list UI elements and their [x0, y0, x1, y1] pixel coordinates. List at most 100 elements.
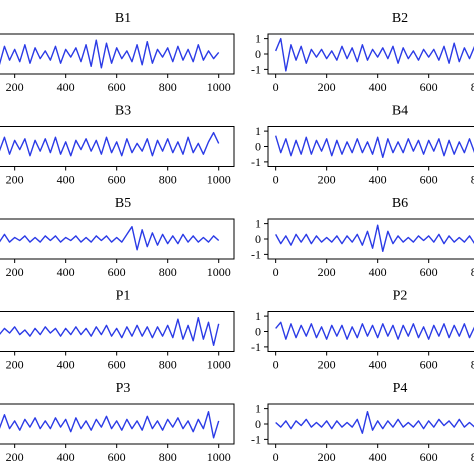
- x-tick-label: 800: [159, 265, 177, 279]
- y-tick-label: -1: [251, 247, 261, 261]
- x-tick-label: 800: [159, 450, 177, 464]
- plot-frame: [267, 311, 474, 352]
- x-tick-label: 600: [420, 450, 438, 464]
- x-tick-label: 400: [369, 265, 387, 279]
- x-tick-label: 600: [108, 450, 126, 464]
- x-tick-label: 200: [318, 358, 336, 372]
- x-tick-label: 600: [108, 358, 126, 372]
- x-tick-label: 1000: [207, 265, 231, 279]
- y-tick-label: 1: [255, 309, 261, 323]
- subplot-title: B1: [115, 11, 131, 26]
- subplot-title: P2: [393, 289, 408, 304]
- signal-line: [275, 410, 474, 434]
- x-tick-label: 400: [369, 450, 387, 464]
- x-tick-label: 1000: [207, 173, 231, 187]
- y-tick-label: 0: [255, 417, 261, 431]
- y-tick-label: -1: [251, 62, 261, 76]
- x-tick-label: 400: [57, 450, 75, 464]
- y-tick-label: 0: [255, 47, 261, 61]
- subplot-title: B2: [392, 11, 408, 26]
- x-tick-label: 600: [108, 80, 126, 94]
- subplot-title: B5: [115, 196, 131, 211]
- plot-frame: [0, 126, 235, 167]
- subplot: B5 200 400 600 800 1000: [0, 196, 235, 279]
- subplot: B3 200 400 600 800 1000: [0, 104, 235, 187]
- subplot: P1 200 400 600 800 1000: [0, 289, 235, 372]
- y-tick-label: 1: [255, 124, 261, 138]
- x-tick-label: 800: [471, 450, 474, 464]
- subplot: B40200400600800-101: [251, 104, 474, 187]
- x-tick-label: 400: [369, 173, 387, 187]
- x-tick-label: 400: [57, 80, 75, 94]
- plot-frame: [267, 33, 474, 75]
- x-tick-label: 0: [273, 173, 279, 187]
- y-tick-label: -1: [251, 155, 261, 169]
- x-tick-label: 200: [318, 173, 336, 187]
- plot-frame: [267, 403, 474, 445]
- x-tick-label: 800: [471, 173, 474, 187]
- x-tick-label: 200: [318, 450, 336, 464]
- x-tick-label: 200: [318, 80, 336, 94]
- y-tick-label: -1: [251, 432, 261, 446]
- x-tick-label: 600: [420, 80, 438, 94]
- x-tick-label: 0: [273, 80, 279, 94]
- subplot-title: B3: [115, 104, 131, 119]
- signal-line: [0, 410, 220, 439]
- x-tick-label: 600: [420, 265, 438, 279]
- x-tick-label: 800: [159, 173, 177, 187]
- x-tick-label: 200: [6, 265, 24, 279]
- plot-frame: [0, 33, 235, 75]
- x-tick-label: 400: [369, 358, 387, 372]
- y-tick-label: 1: [255, 402, 261, 416]
- x-tick-label: 800: [159, 80, 177, 94]
- subplot-title: B4: [392, 104, 408, 119]
- signal-line: [0, 131, 220, 157]
- x-tick-label: 400: [57, 265, 75, 279]
- x-tick-label: 600: [420, 173, 438, 187]
- plot-frame: [0, 403, 235, 445]
- x-tick-label: 1000: [207, 450, 231, 464]
- y-tick-label: -1: [251, 340, 261, 354]
- x-tick-label: 600: [108, 173, 126, 187]
- y-tick-label: 0: [255, 140, 261, 154]
- x-tick-label: 800: [471, 358, 474, 372]
- signal-line: [275, 224, 474, 253]
- x-tick-label: 400: [369, 80, 387, 94]
- signal-line: [275, 37, 474, 72]
- x-tick-label: 1000: [207, 80, 231, 94]
- subplot: B1 200 400 600 800 1000: [0, 11, 235, 94]
- x-tick-label: 800: [471, 265, 474, 279]
- y-tick-label: 1: [255, 217, 261, 231]
- subplot: P3 200 400 600 800 1000: [0, 381, 235, 464]
- subplot: P20200400600800-101: [251, 289, 474, 372]
- subplot: B60200400600800-101: [251, 196, 474, 279]
- signal-line: [0, 316, 220, 347]
- x-tick-label: 0: [273, 450, 279, 464]
- x-tick-label: 200: [6, 358, 24, 372]
- plot-frame: [267, 218, 474, 260]
- subplot: P40200400600800-101: [251, 381, 474, 464]
- y-tick-label: 1: [255, 32, 261, 46]
- x-tick-label: 400: [57, 358, 75, 372]
- y-tick-label: 0: [255, 325, 261, 339]
- subplot-title: P4: [393, 381, 408, 396]
- x-tick-label: 600: [108, 265, 126, 279]
- subplot-title: P1: [116, 289, 131, 304]
- x-tick-label: 200: [6, 173, 24, 187]
- x-tick-label: 400: [57, 173, 75, 187]
- x-tick-label: 200: [318, 265, 336, 279]
- x-tick-label: 800: [471, 80, 474, 94]
- signal-line: [274, 135, 474, 158]
- y-tick-label: 0: [255, 232, 261, 246]
- x-tick-label: 200: [6, 450, 24, 464]
- x-tick-label: 0: [273, 265, 279, 279]
- x-tick-label: 1000: [207, 358, 231, 372]
- subplot: B20200400600800-101: [251, 11, 474, 94]
- x-tick-label: 800: [159, 358, 177, 372]
- x-tick-label: 200: [6, 80, 24, 94]
- x-tick-label: 0: [273, 358, 279, 372]
- subplot-title: P3: [116, 381, 131, 396]
- plot-frame: [0, 218, 235, 260]
